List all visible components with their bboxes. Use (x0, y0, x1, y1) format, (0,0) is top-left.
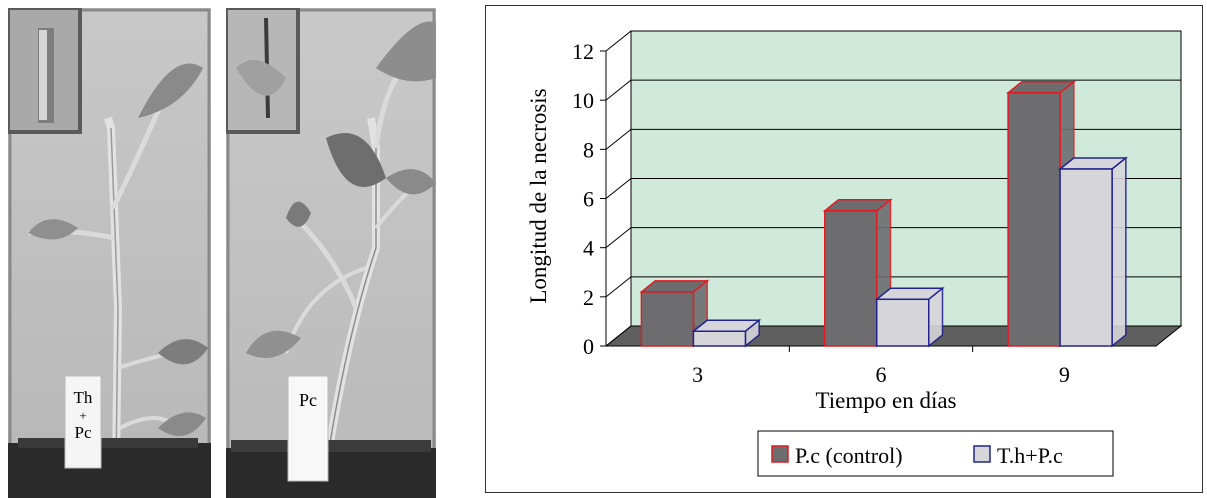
x-tick-label: 3 (692, 362, 703, 387)
legend: P.c (control) T.h+P.c (757, 430, 1114, 477)
x-axis-title: Tiempo en días (816, 388, 957, 413)
y-tick-label: 2 (583, 285, 594, 310)
bar-T.h+P.c-3 (691, 318, 762, 348)
legend-swatch-series2 (973, 445, 991, 463)
chart-canvas: 0 2 4 6 8 10 12 3 6 9 Longitud de la necrosis Tie… (526, 30, 1183, 477)
y-tick-label: 4 (583, 236, 594, 261)
plant-photo-th-pc: Th + Pc (8, 8, 211, 498)
bar-P.c (control)-3 (639, 279, 710, 348)
gridline (605, 30, 1181, 52)
y-tick-label: 12 (572, 39, 594, 64)
legend-label-series2: T.h+P.c (997, 443, 1063, 468)
plant-photo-pc: Pc (226, 8, 436, 498)
gridline (605, 79, 1181, 101)
gridline (605, 325, 1181, 347)
gridline (605, 276, 1181, 298)
y-axis-title: Longitud de la necrosis (526, 88, 551, 303)
bar-T.h+P.c-9 (1057, 156, 1128, 348)
tag-label-line2: + (79, 408, 86, 423)
y-tick-label: 0 (583, 334, 594, 359)
x-tick-label: 6 (876, 362, 887, 387)
tag-label-line1: Th (74, 388, 93, 407)
y-tick-label: 10 (572, 88, 594, 113)
x-tick-label: 9 (1059, 362, 1070, 387)
y-tick-label: 8 (583, 137, 594, 162)
legend-swatch-series1 (771, 445, 789, 463)
gridline (605, 178, 1181, 199)
tag-label-line3: Pc (75, 423, 92, 442)
legend-label-series1: P.c (control) (795, 443, 903, 468)
tag-label: Pc (299, 390, 317, 410)
gridline (605, 128, 1181, 150)
bar-P.c (control)-9 (1005, 80, 1076, 348)
bar-T.h+P.c-6 (874, 286, 945, 348)
gridline (605, 227, 1181, 249)
y-tick-label: 6 (583, 187, 594, 212)
necrosis-bar-chart: 0 2 4 6 8 10 12 3 6 9 Longitud de la necrosis Tie… (485, 5, 1203, 493)
